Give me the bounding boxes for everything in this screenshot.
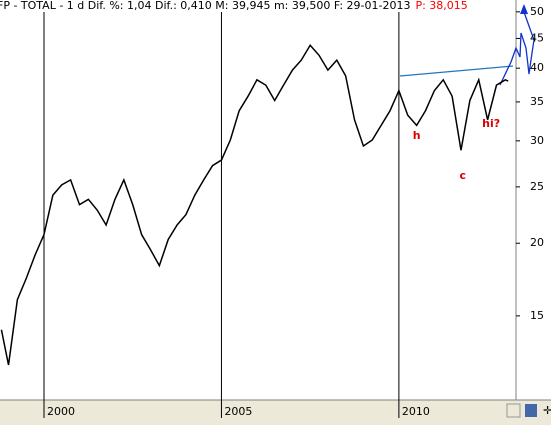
x-tick-label: 2000 [47, 405, 75, 418]
y-tick-label: 50 [530, 5, 544, 18]
y-axis-strip [516, 0, 551, 400]
settings-button[interactable] [506, 403, 521, 418]
x-axis-strip [0, 400, 551, 425]
arrow-head [520, 4, 528, 14]
save-button[interactable] [525, 404, 537, 417]
projection-arrow [499, 11, 535, 86]
x-tick-label: 2005 [224, 405, 252, 418]
price-line [0, 44, 509, 366]
y-tick-label: 30 [530, 134, 544, 147]
x-tick-label: 2010 [402, 405, 430, 418]
move-button[interactable]: ✛ [543, 404, 551, 417]
annotation: c [460, 169, 467, 182]
y-tick-label: 15 [530, 309, 544, 322]
y-tick-label: 40 [530, 61, 544, 74]
header: FP - TOTAL - 1 d Dif. %: 1,04 Dif.: 0,41… [0, 0, 410, 12]
annotation: h [413, 129, 421, 142]
y-tick-label: 35 [530, 95, 544, 108]
price-label: P: 38,015 [415, 0, 467, 12]
y-tick-label: 45 [530, 31, 544, 44]
y-tick-label: 20 [530, 236, 544, 249]
y-tick-label: 25 [530, 180, 544, 193]
trend-line [399, 65, 514, 77]
annotation: hi? [482, 117, 500, 130]
